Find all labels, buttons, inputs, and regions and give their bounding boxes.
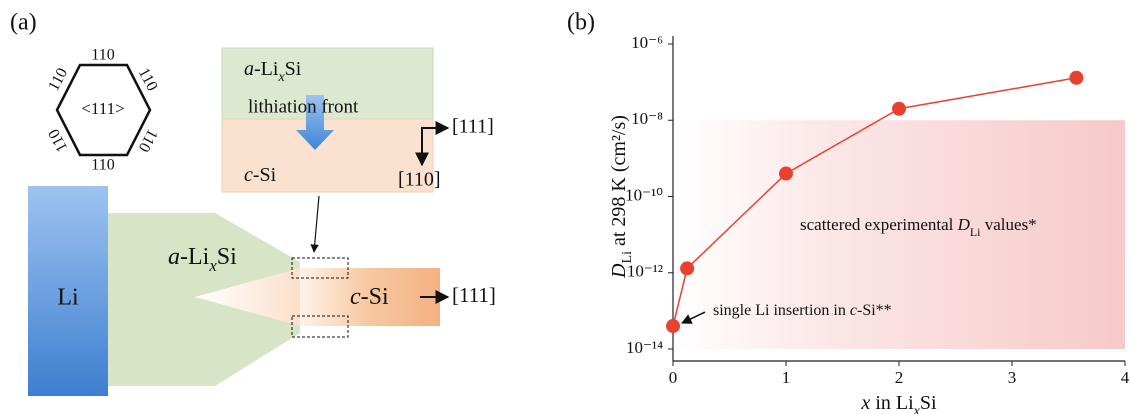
text-part: Si xyxy=(285,58,302,80)
x-tick-label: 0 xyxy=(669,368,678,387)
text-part: -Si xyxy=(253,164,277,186)
text-part: D xyxy=(957,215,971,234)
text-part: c xyxy=(350,284,361,310)
text-part: -Li xyxy=(254,58,279,80)
li-label: Li xyxy=(57,285,79,311)
text-part: single Li insertion in xyxy=(713,302,850,319)
hexagon-center: <111> xyxy=(81,99,124,118)
text-part: a xyxy=(244,58,254,80)
text-part: c xyxy=(850,302,857,319)
facet-label: 110 xyxy=(91,47,114,64)
direction-label: [110] xyxy=(398,169,441,191)
text-part: at 298 K (cm²/s) xyxy=(608,115,630,251)
y-tick-label: 10⁻¹² xyxy=(627,262,663,281)
text-part: D xyxy=(608,263,630,279)
x-tick-label: 3 xyxy=(1008,368,1017,387)
direction-label: [111] xyxy=(452,116,494,138)
y-tick-label: 10⁻⁸ xyxy=(631,109,663,128)
data-point xyxy=(892,102,906,116)
panel-label: (a) xyxy=(10,10,37,36)
y-tick-label: 10⁻¹⁰ xyxy=(625,185,663,204)
y-tick-label: 10⁻⁶ xyxy=(631,33,663,52)
x-tick-label: 2 xyxy=(895,368,904,387)
data-point xyxy=(779,167,793,181)
inset-bottom-label: c-Si xyxy=(244,164,277,186)
text-part: Li xyxy=(970,225,981,239)
direction-label: [111] xyxy=(452,283,496,307)
text-part: scattered experimental xyxy=(800,215,958,234)
text-part: x xyxy=(860,392,870,414)
text-part: -Li xyxy=(180,244,210,270)
y-tick-label: 10⁻¹⁴ xyxy=(626,338,663,357)
text-part: values* xyxy=(981,215,1037,234)
x-tick-label: 4 xyxy=(1121,368,1130,387)
data-point xyxy=(680,261,694,275)
data-point xyxy=(1069,71,1083,85)
text-part: Li xyxy=(620,251,635,264)
text-part: -Si** xyxy=(857,302,892,319)
facet-label: 110 xyxy=(91,157,114,174)
front-label: lithiation front xyxy=(248,96,359,117)
annotation: single Li insertion in c-Si** xyxy=(713,302,892,319)
text-part: c xyxy=(244,164,253,186)
zoom-arrow xyxy=(314,196,319,252)
crystal-label: c-Si xyxy=(350,284,389,310)
text-part: a xyxy=(168,244,180,270)
text-part: -Si xyxy=(361,284,389,310)
data-point xyxy=(666,319,680,333)
text-part: in Li xyxy=(870,392,914,414)
panel-label: (b) xyxy=(567,10,595,36)
text-part: Si xyxy=(217,244,237,270)
text-part: Si xyxy=(920,392,937,414)
figure: (a) <111> 110 110 110 110 110 110 lithia… xyxy=(0,0,1130,414)
x-axis-label: x in LixSi xyxy=(860,392,937,414)
x-tick-label: 1 xyxy=(782,368,791,387)
